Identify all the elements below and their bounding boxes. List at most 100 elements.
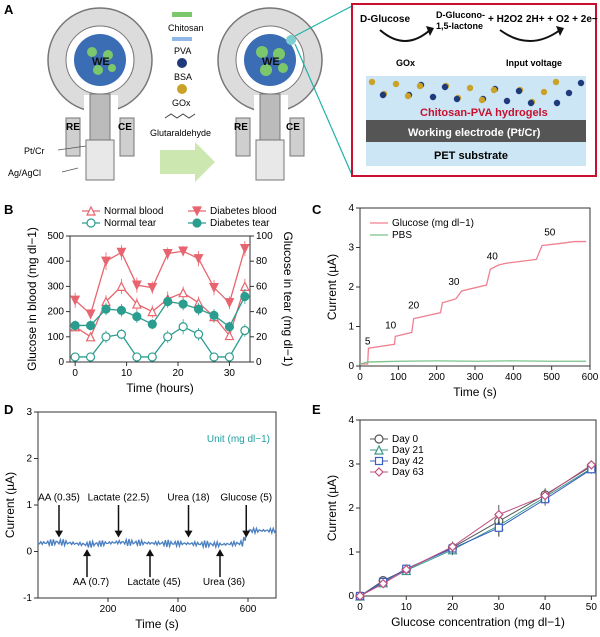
working-electrode-layer	[366, 120, 586, 142]
agcl-label: Ag/AgCl	[8, 168, 41, 178]
y-tick-label: 400	[47, 256, 64, 267]
data-point	[85, 320, 96, 331]
oxidation-arrow-icon	[499, 29, 561, 42]
electrode-left-ce-trace	[119, 117, 135, 157]
arrow-head-icon	[556, 26, 564, 36]
data-point	[178, 299, 188, 309]
y-right-tick-label: 0	[256, 357, 262, 368]
x-tick-label: 500	[543, 372, 560, 383]
inset-h2o2: + H2O2	[488, 14, 523, 25]
molecule-dot	[441, 83, 449, 91]
x-axis-label: Time (s)	[135, 617, 179, 631]
data-label: 40	[487, 251, 499, 262]
legend-chitosan: Chitosan	[168, 23, 204, 33]
y-tick-label: 4	[348, 415, 354, 426]
arrow-head-icon	[216, 549, 224, 557]
y-tick-label: 4	[348, 203, 354, 214]
inset-gluconolactone-1: D-Glucono-	[436, 10, 485, 20]
hydrogel-blob	[278, 63, 288, 73]
hydrogel-blob	[108, 64, 116, 72]
ptcr-label: Pt/Cr	[24, 146, 45, 156]
unit-note: Unit (mg dl−1)	[207, 434, 270, 445]
ce-label: CE	[118, 122, 132, 133]
data-label: 30	[448, 277, 460, 288]
data-point	[116, 281, 127, 291]
data-point	[70, 320, 80, 331]
x-tick-label: 30	[493, 602, 505, 613]
data-point	[178, 246, 189, 257]
hydrogel-layer	[366, 76, 586, 120]
x-tick-label: 20	[172, 368, 184, 379]
molecule-dot	[552, 78, 560, 86]
x-tick-label: 0	[357, 372, 363, 383]
data-point	[116, 329, 127, 339]
data-point	[209, 352, 219, 362]
data-point	[224, 322, 235, 332]
y-tick-label: 3	[348, 243, 354, 254]
ce-label-2: CE	[286, 122, 300, 133]
data-point	[85, 352, 96, 362]
x-tick-label: 0	[357, 602, 363, 613]
molecule-dot	[416, 82, 424, 90]
data-point	[401, 564, 412, 575]
data-point	[101, 256, 111, 267]
x-tick-label: 300	[467, 372, 484, 383]
y-tick-label: 3	[26, 407, 32, 418]
zoom-line-top	[294, 5, 353, 37]
we-label-2: WE	[262, 56, 280, 68]
legend-marker	[374, 467, 384, 477]
x-tick-label: 20	[447, 602, 459, 613]
x-tick-label: 10	[401, 602, 413, 613]
data-point	[586, 460, 597, 470]
legend-glutaraldehyde: Glutaraldehyde	[150, 128, 211, 138]
y-right-tick-label: 20	[256, 332, 268, 343]
legend-pva: PVA	[174, 46, 191, 56]
x-tick-label: 100	[390, 372, 407, 383]
y-right-tick-label: 60	[256, 281, 268, 292]
y-tick-label: 300	[47, 281, 64, 292]
data-point	[193, 329, 204, 339]
arrow-head-icon	[146, 549, 154, 557]
data-point	[147, 306, 158, 317]
inset-reaction-2: 2H+ + O2 + 2e−	[526, 14, 598, 25]
panel-a-letter: A	[4, 2, 14, 17]
legend-marker	[374, 434, 384, 444]
molecule-dot	[540, 88, 548, 96]
annotation-label: Glucose (5)	[220, 492, 272, 503]
data-point	[240, 325, 250, 336]
molecule-dot	[577, 79, 585, 87]
series-line-0	[37, 525, 277, 550]
data-point	[447, 541, 458, 552]
annotation-label: AA (0.7)	[73, 577, 109, 588]
y-right-axis-label: Glucose in tear (mg dl−1)	[281, 231, 295, 366]
data-point	[85, 331, 96, 342]
re-label: RE	[66, 122, 80, 133]
data-point	[224, 352, 235, 362]
molecule-dot	[379, 91, 387, 99]
data-point	[493, 509, 504, 520]
arrow-head-icon	[55, 530, 63, 538]
molecule-dot	[392, 80, 400, 88]
data-point	[132, 312, 142, 322]
molecule-dot	[503, 97, 511, 105]
x-tick-label: 200	[100, 604, 117, 615]
gox-sphere-icon	[177, 84, 187, 94]
inset-gluconolactone-2: 1,5-lactone	[436, 21, 483, 31]
data-point	[147, 352, 157, 362]
chitosan-swatch	[172, 12, 192, 17]
data-point	[147, 319, 157, 329]
legend-label: Diabetes tear	[210, 218, 270, 229]
arrow-head-icon	[242, 530, 251, 538]
x-axis-label: Glucose concentration (mg dl−1)	[391, 615, 565, 629]
y-tick-label: 500	[47, 231, 64, 242]
hydrogel-blob	[260, 64, 272, 76]
x-tick-label: 600	[240, 604, 257, 615]
panel-c-letter: C	[312, 202, 322, 217]
data-point	[116, 305, 127, 315]
data-point	[147, 283, 158, 294]
data-point	[70, 295, 81, 306]
electrode-left-we-disc	[74, 34, 126, 86]
series-line-3	[75, 296, 246, 328]
